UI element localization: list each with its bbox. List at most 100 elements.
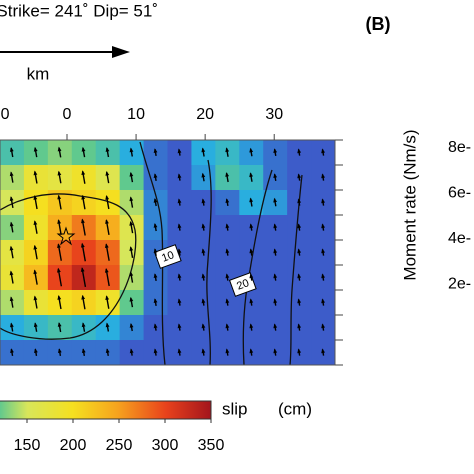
slip-arrow-head — [105, 195, 110, 200]
x-tick-label: 0 — [63, 106, 72, 123]
slip-arrow-head — [129, 296, 134, 302]
slip-arrow-head — [201, 198, 206, 204]
slip-arrow-head — [9, 245, 14, 251]
slip-arrow-head — [177, 348, 182, 354]
slip-arrow-head — [249, 172, 254, 178]
slip-arrow-head — [297, 273, 302, 279]
slip-arrow-head — [201, 273, 206, 279]
colorbar-tick-label: 250 — [106, 437, 133, 454]
x-tick-label: 20 — [196, 106, 214, 123]
slip-arrow-head — [129, 322, 134, 328]
mechanism-title: Strike= 241˚ Dip= 51˚ — [0, 1, 158, 20]
contour — [0, 193, 137, 340]
slip-arrow-head — [249, 323, 254, 329]
slip-arrow-head — [273, 273, 278, 279]
slip-arrow-head — [57, 194, 62, 200]
contour — [242, 169, 273, 366]
slip-arrow-head — [33, 295, 38, 301]
slip-arrow-head — [33, 244, 38, 250]
colorbar-unit: (cm) — [278, 399, 312, 418]
slip-arrow-head — [201, 298, 206, 304]
slip-arrow-head — [201, 147, 206, 153]
slip-arrow-head — [104, 268, 109, 273]
slip-arrow-head — [297, 148, 302, 154]
slip-arrow-head — [81, 294, 86, 300]
panel-b-ylabel: Moment rate (Nm/s) — [400, 129, 419, 280]
slip-arrow-head — [57, 146, 62, 152]
slip-arrow-head — [201, 172, 206, 178]
slip-arrow-head — [80, 242, 85, 248]
slip-arrow-head — [9, 196, 14, 201]
slip-arrow-head — [321, 273, 325, 279]
slip-arrow-head — [273, 248, 278, 254]
slip-arrow-head — [34, 348, 38, 353]
heatmap-frame — [0, 139, 336, 366]
slip-arrow-head — [201, 348, 206, 354]
slip-arrow-head — [129, 171, 134, 177]
slip-arrow-head — [225, 147, 230, 153]
slip-arrow-head — [33, 220, 38, 226]
slip-arrow-head — [249, 197, 254, 203]
slip-arrow-head — [249, 147, 254, 153]
slip-arrow-head — [105, 322, 110, 328]
slip-arrow-head — [9, 171, 14, 177]
slip-arrow-head — [104, 243, 109, 249]
slip-arrow-head — [153, 248, 158, 253]
slip-arrow-head — [129, 348, 134, 354]
colorbar-tick-label: 300 — [152, 437, 179, 454]
slip-arrow-head — [297, 223, 302, 229]
slip-arrow-head — [225, 223, 230, 229]
slip-arrow-head — [153, 197, 158, 203]
colorbar-tick-label: 350 — [198, 437, 225, 454]
slip-arrow-head — [201, 323, 206, 329]
slip-arrow-head — [57, 243, 61, 249]
slip-arrow-head — [105, 295, 110, 301]
slip-arrow-head — [177, 273, 182, 279]
slip-arrow-head — [273, 173, 278, 178]
slip-arrow-head — [225, 298, 230, 304]
slip-arrow-head — [9, 221, 14, 227]
contour-label-box — [228, 272, 257, 297]
slip-arrow-head — [129, 147, 134, 153]
slip-arrow-head — [177, 173, 182, 179]
slip-arrow-head — [153, 273, 158, 278]
slip-arrow-head — [9, 147, 14, 152]
heatmap — [0, 140, 336, 366]
slip-arrow-head — [321, 298, 325, 304]
slip-arrow-head — [273, 197, 278, 203]
contour-label: 10 — [160, 249, 176, 264]
x-tick-label: 10 — [127, 106, 145, 123]
slip-arrow-head — [249, 248, 254, 254]
slip-arrow-head — [297, 298, 302, 304]
colorbar-label: slip — [222, 399, 248, 418]
slip-arrow-head — [321, 248, 325, 254]
slip-arrow-head — [9, 322, 14, 328]
slip-arrow-head — [321, 148, 325, 154]
slip-arrow-head — [57, 295, 62, 300]
slip-arrow-head — [249, 298, 254, 304]
slip-arrow-head — [9, 270, 14, 276]
slip-arrow-head — [273, 223, 278, 229]
colorbar-tick-label: 200 — [60, 437, 87, 454]
slip-arrow-head — [57, 348, 62, 353]
slip-arrow-head — [105, 219, 109, 224]
slip-arrow-head — [201, 223, 206, 229]
x-tick-label: 30 — [265, 106, 283, 123]
slip-arrow-head — [177, 298, 182, 304]
hypocenter-star — [56, 226, 76, 246]
overlay: 10 20 — [0, 141, 325, 366]
slip-arrow-head — [57, 170, 62, 176]
slip-arrow-head — [225, 348, 230, 354]
slip-arrow-head — [153, 222, 158, 228]
panel-b-ytick-label: 4e- — [448, 230, 471, 247]
slip-arrow-head — [129, 271, 134, 277]
slip-arrow-head — [81, 146, 86, 152]
panel-b-ytick-label: 8e- — [448, 139, 471, 156]
slip-arrow-head — [273, 298, 278, 304]
slip-arrow-head — [177, 223, 182, 229]
slip-arrow-head — [297, 248, 302, 254]
slip-arrow-head — [81, 170, 86, 176]
slip-arrow-head — [321, 223, 325, 229]
colorbar — [0, 400, 212, 420]
slip-arrow-head — [273, 323, 278, 329]
